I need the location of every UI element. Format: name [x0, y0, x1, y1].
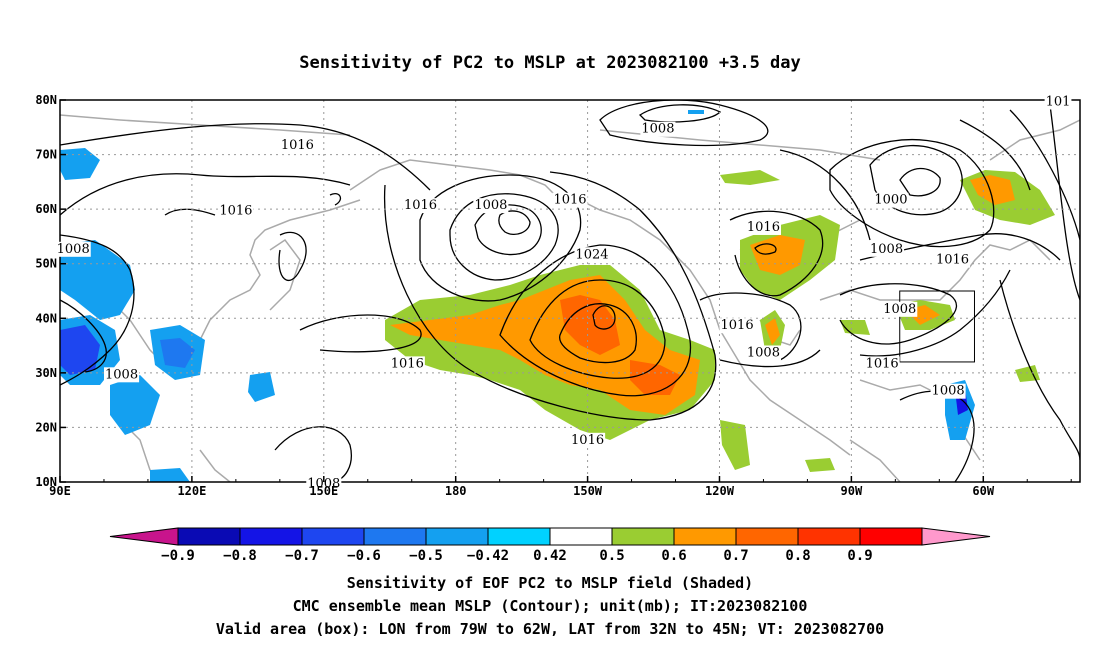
- contour-label-bg: [104, 367, 140, 383]
- axis-ticks: 90E 120E 150E 180 150W 120W 90W 60W 10N 20N 30N 40N…: [35, 93, 1072, 498]
- y-tick-label: 10N: [35, 475, 57, 489]
- contour-label: 1016: [571, 433, 604, 448]
- contour-label-bg: [218, 203, 254, 219]
- colorbar-label: 0.8: [785, 548, 810, 564]
- contour-label-bg: [1044, 94, 1072, 110]
- colorbar-label: −0.9: [161, 548, 195, 564]
- y-tick-label: 30N: [35, 366, 57, 380]
- contour-label: 1008: [105, 367, 138, 382]
- contour-label-bg: [745, 219, 781, 235]
- x-tick-label: 90E: [49, 484, 71, 498]
- contour-label: 1016: [391, 356, 424, 371]
- x-tick-label: 150W: [573, 484, 603, 498]
- contour-label-bg: [745, 345, 781, 361]
- y-tick-label: 20N: [35, 420, 57, 434]
- contour-label: 101: [1046, 94, 1071, 109]
- colorbar-segment: [797, 527, 861, 546]
- y-tick-label: 40N: [35, 311, 57, 325]
- colorbar: −0.9 −0.8 −0.7 −0.6 −0.5 −0.42 0.42 0.5 0.6 0.7 0.…: [109, 527, 991, 564]
- colorbar-label: −0.6: [347, 548, 381, 564]
- x-tick-label: 90W: [841, 484, 863, 498]
- contour-label: 1008: [870, 242, 903, 257]
- contour-label: 1008: [57, 242, 90, 257]
- caption-line-3: Valid area (box): LON from 79W to 62W, L…: [215, 620, 885, 638]
- contour-label-bg: [389, 356, 425, 372]
- colorbar-label: 0.42: [533, 548, 567, 564]
- colorbar-segment: [549, 527, 613, 546]
- colorbar-segment: [673, 527, 737, 546]
- contour-label-bg: [930, 383, 966, 399]
- contour-label-bg: [473, 198, 509, 214]
- colorbar-label: 0.7: [723, 548, 748, 564]
- shaded-negative-regions: [60, 110, 975, 482]
- colorbar-right-arrow: [921, 527, 991, 546]
- contour-label-bg: [570, 432, 606, 448]
- contour-label: 1008: [474, 198, 507, 213]
- caption-line-2: CMC ensemble mean MSLP (Contour); unit(m…: [292, 597, 808, 615]
- mslp-contours: [60, 100, 1080, 482]
- contour-label-bg: [306, 476, 342, 492]
- colorbar-label: −0.8: [223, 548, 257, 564]
- contour-label-bg: [864, 356, 900, 372]
- colorbar-segment: [177, 527, 241, 546]
- x-tick-label: 60W: [972, 484, 994, 498]
- plot-frame: [59, 99, 1081, 483]
- x-tick-label: 180: [445, 484, 467, 498]
- valid-area-box: [899, 290, 975, 363]
- contour-label: 1008: [641, 122, 674, 137]
- contour-label: 1016: [553, 193, 586, 208]
- contour-label-bg: [640, 121, 676, 137]
- colorbar-segment: [239, 527, 303, 546]
- colorbar-label: 0.9: [847, 548, 872, 564]
- contour-label-bg: [869, 241, 905, 257]
- contour-label-bg: [574, 247, 610, 263]
- colorbar-left-arrow: [109, 527, 179, 546]
- contour-label-bg: [279, 138, 315, 154]
- contour-label-bg: [882, 301, 918, 317]
- colorbar-segment: [301, 527, 365, 546]
- contour-label: 1024: [575, 247, 608, 262]
- colorbar-segment: [487, 527, 551, 546]
- contour-label-bg: [934, 252, 971, 268]
- contour-labels: 1016 1016 1008 1008 1016 1008 1016 1008 1016 1024…: [55, 94, 1072, 492]
- contour-label: 1016: [936, 253, 969, 268]
- colorbar-label: 0.5: [599, 548, 624, 564]
- y-tick-label: 60N: [35, 202, 57, 216]
- colorbar-segment: [363, 527, 427, 546]
- contour-label: 1016: [721, 318, 754, 333]
- colorbar-label: −0.7: [285, 548, 319, 564]
- x-tick-label: 120E: [177, 484, 206, 498]
- contour-label: 1016: [747, 220, 780, 235]
- y-tick-label: 50N: [35, 257, 57, 271]
- contour-label: 1008: [747, 345, 780, 360]
- colorbar-segment: [425, 527, 489, 546]
- contour-label-bg: [873, 192, 909, 208]
- contour-label: 1008: [307, 476, 340, 491]
- contour-label-bg: [719, 318, 755, 334]
- caption-line-1: Sensitivity of EOF PC2 to MSLP field (Sh…: [346, 574, 754, 592]
- contour-label: 1000: [874, 193, 907, 208]
- colorbar-label: −0.42: [467, 548, 509, 564]
- shaded-positive-regions: [385, 170, 1055, 472]
- colorbar-label: 0.6: [661, 548, 686, 564]
- colorbar-segment: [735, 527, 799, 546]
- x-tick-label: 120W: [705, 484, 735, 498]
- map-title: Sensitivity of PC2 to MSLP at 2023082100…: [299, 53, 801, 73]
- colorbar-label: −0.5: [409, 548, 443, 564]
- contour-label-bg: [402, 198, 439, 214]
- x-tick-label: 150E: [309, 484, 338, 498]
- contour-label: 1008: [883, 302, 916, 317]
- contour-label: 1016: [281, 138, 314, 153]
- contour-label: 1016: [219, 204, 252, 219]
- contour-label: 1008: [932, 384, 965, 399]
- y-tick-label: 80N: [35, 93, 57, 107]
- contour-label: 1016: [404, 198, 437, 213]
- y-tick-label: 70N: [35, 148, 57, 162]
- contour-label-bg: [552, 192, 588, 208]
- contour-label: 1016: [866, 356, 899, 371]
- colorbar-segment: [611, 527, 675, 546]
- contour-label-bg: [55, 241, 91, 257]
- colorbar-segment: [859, 527, 923, 546]
